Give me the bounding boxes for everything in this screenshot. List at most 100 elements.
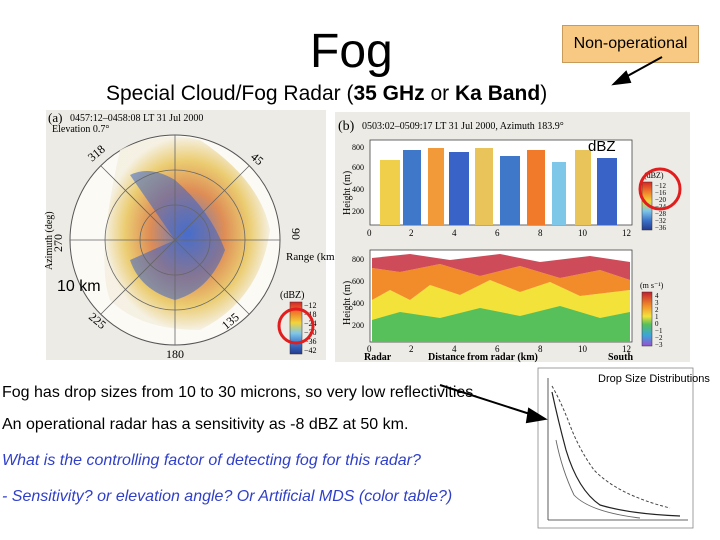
subtitle-suffix: ): [540, 82, 548, 105]
cb-tick: 1: [655, 313, 659, 321]
azimuth-axis-label: Azimuth (deg): [44, 211, 55, 270]
x-tick: 12: [622, 344, 631, 354]
x-tick: 12: [622, 228, 631, 238]
cb-tick: 2: [655, 306, 659, 314]
velocity-layer: [372, 254, 630, 280]
reflectivity-ylabel: Height (m): [342, 171, 353, 215]
body-line-options: - Sensitivity? or elevation angle? Or Ar…: [2, 488, 453, 505]
cb-tick: −1: [655, 327, 663, 335]
velocity-layer: [372, 306, 630, 342]
figure-b-top-colorbar-title: (dBZ): [644, 171, 664, 180]
azimuth-label-180: 180: [166, 347, 184, 361]
y-tick: 600: [352, 277, 364, 286]
echo-column: [552, 162, 566, 225]
reflectivity-yticks: 800 600 400 200: [352, 143, 364, 216]
cb-tick: −32: [655, 217, 666, 225]
xlabel-distance: Distance from radar (km): [428, 352, 538, 363]
figure-a-cb-tick: −42: [304, 346, 317, 355]
y-tick: 600: [352, 163, 364, 172]
reflectivity-echo-columns: [380, 148, 617, 225]
reflectivity-xticks: 0 2 4 6 8 10 12: [367, 228, 631, 238]
cb-tick: 3: [655, 299, 659, 307]
arrow-head: [611, 70, 632, 86]
subtitle-band: Ka Band: [455, 82, 541, 105]
figure-a-header: 0457:12–0458:08 LT 31 Jul 2000: [70, 113, 203, 124]
x-tick: 8: [538, 344, 543, 354]
drop-size-frame: [537, 367, 694, 529]
subtitle-mid: or: [424, 82, 456, 105]
figure-a-ppi: (a) 0457:12–0458:08 LT 31 Jul 2000 Eleva…: [44, 110, 339, 361]
x-tick: 2: [409, 228, 414, 238]
figure-a-elevation: Elevation 0.7°: [52, 124, 109, 135]
drop-size-plot: [537, 367, 694, 529]
ppi-axis-diag2: [100, 165, 250, 315]
cb-tick: −2: [655, 334, 663, 342]
figure-a-colorbar-highlight: [277, 307, 315, 345]
figure-b-panel: (b): [338, 119, 355, 134]
cb-tick: −16: [655, 189, 666, 197]
cb-tick: 4: [655, 292, 659, 300]
body-line-fog-drop-sizes: Fog has drop sizes from 10 to 30 microns…: [2, 384, 478, 401]
figure-b-bottom-colorbar: [641, 291, 653, 347]
range-axis-label: Range (km): [286, 251, 339, 263]
y-tick: 400: [352, 299, 364, 308]
velocity-field: [372, 254, 630, 342]
figure-a-cb-tick: −12: [304, 301, 317, 310]
body-line-sensitivity: An operational radar has a sensitivity a…: [2, 416, 409, 433]
echo-column: [475, 148, 493, 225]
non-operational-badge: Non-operational: [562, 25, 699, 63]
arrow-to-subtitle: [621, 56, 663, 80]
y-tick: 200: [352, 321, 364, 330]
x-tick: 0: [367, 344, 372, 354]
body-line-question: What is the controlling factor of detect…: [2, 452, 421, 469]
echo-column: [428, 148, 444, 225]
echo-column: [597, 158, 617, 225]
subtitle-frequency: 35 GHz: [353, 82, 425, 105]
figure-a-colorbar: [289, 301, 303, 355]
figure-a-colorbar-ticks: −12 −18 −24 −30 −36 −42: [304, 301, 317, 355]
echo-column: [449, 152, 469, 225]
subtitle-prefix: Special Cloud/Fog Radar (: [106, 82, 354, 105]
figure-a-panel: (a): [48, 110, 62, 125]
xlabel-radar: Radar: [364, 352, 392, 363]
figure-b-bottom-colorbar-title: (m s⁻¹): [640, 281, 664, 290]
annotation-arrows: [439, 56, 663, 424]
cb-tick: −3: [655, 341, 663, 349]
x-tick: 8: [538, 228, 543, 238]
figure-a-cb-tick: −24: [304, 319, 317, 328]
x-tick: 2: [409, 344, 414, 354]
figure-a-cb-tick: −36: [304, 337, 317, 346]
drop-size-curve: [551, 391, 681, 517]
cb-tick: −12: [655, 182, 666, 190]
cb-tick: −24: [655, 203, 666, 211]
velocity-xticks: 0 2 4 6 8 10 12: [367, 344, 631, 354]
slide-subtitle: Special Cloud/Fog Radar (35 GHz or Ka Ba…: [106, 82, 547, 106]
echo-column: [380, 160, 400, 225]
azimuth-label-270: 270: [51, 234, 65, 252]
x-tick: 0: [367, 228, 372, 238]
echo-column: [500, 156, 520, 225]
figure-a-colorbar-title: (dBZ): [280, 290, 304, 301]
velocity-layer: [372, 264, 630, 300]
drop-size-annotation: Drop Size Distributions: [598, 373, 710, 385]
figure-b-top-colorbar-ticks: −12 −16 −20 −24 −28 −32 −36: [655, 182, 666, 232]
echo-column: [403, 150, 421, 225]
y-tick: 200: [352, 207, 364, 216]
arrow-head: [525, 407, 548, 424]
velocity-yticks: 800 600 400 200: [352, 255, 364, 330]
x-tick: 6: [495, 344, 500, 354]
velocity-ylabel: Height (m): [342, 281, 353, 325]
y-tick: 800: [352, 255, 364, 264]
x-tick: 6: [495, 228, 500, 238]
x-tick: 10: [578, 344, 588, 354]
cb-tick: −20: [655, 196, 666, 204]
echo-column: [527, 150, 545, 225]
y-tick: 800: [352, 143, 364, 152]
x-tick: 4: [452, 228, 457, 238]
x-tick: 4: [452, 344, 457, 354]
figure-b-cross-sections: (b) 0503:02–0509:17 LT 31 Jul 2000, Azim…: [335, 112, 690, 363]
y-tick: 400: [352, 185, 364, 194]
azimuth-label-90: 90: [289, 228, 303, 240]
echo-column: [575, 150, 591, 225]
